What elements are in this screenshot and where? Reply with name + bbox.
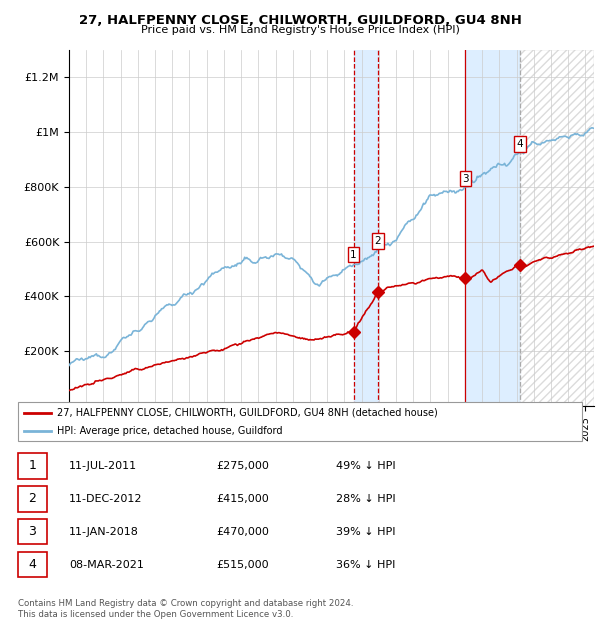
Text: £275,000: £275,000	[216, 461, 269, 471]
Text: 28% ↓ HPI: 28% ↓ HPI	[336, 494, 395, 504]
Text: 3: 3	[462, 174, 469, 184]
Text: £515,000: £515,000	[216, 559, 269, 570]
Text: 2: 2	[28, 492, 37, 505]
Text: £415,000: £415,000	[216, 494, 269, 504]
Text: 36% ↓ HPI: 36% ↓ HPI	[336, 559, 395, 570]
Text: Price paid vs. HM Land Registry's House Price Index (HPI): Price paid vs. HM Land Registry's House …	[140, 25, 460, 35]
Text: 11-JAN-2018: 11-JAN-2018	[69, 526, 139, 537]
Text: £470,000: £470,000	[216, 526, 269, 537]
Text: 4: 4	[28, 558, 37, 571]
Text: 4: 4	[517, 139, 523, 149]
Bar	[520, 50, 594, 406]
Bar	[353, 50, 378, 406]
Text: 27, HALFPENNY CLOSE, CHILWORTH, GUILDFORD, GU4 8NH (detached house): 27, HALFPENNY CLOSE, CHILWORTH, GUILDFOR…	[57, 408, 438, 418]
Text: 27, HALFPENNY CLOSE, CHILWORTH, GUILDFORD, GU4 8NH: 27, HALFPENNY CLOSE, CHILWORTH, GUILDFOR…	[79, 14, 521, 27]
Text: 3: 3	[28, 525, 37, 538]
Text: 08-MAR-2021: 08-MAR-2021	[69, 559, 144, 570]
Text: 1: 1	[350, 250, 357, 260]
Text: 39% ↓ HPI: 39% ↓ HPI	[336, 526, 395, 537]
Text: 49% ↓ HPI: 49% ↓ HPI	[336, 461, 395, 471]
Text: 1: 1	[28, 459, 37, 472]
Bar	[466, 50, 520, 406]
Text: Contains HM Land Registry data © Crown copyright and database right 2024.
This d: Contains HM Land Registry data © Crown c…	[18, 600, 353, 619]
Text: HPI: Average price, detached house, Guildford: HPI: Average price, detached house, Guil…	[57, 426, 283, 436]
Text: 11-JUL-2011: 11-JUL-2011	[69, 461, 137, 471]
Text: 11-DEC-2012: 11-DEC-2012	[69, 494, 143, 504]
Text: 2: 2	[374, 236, 381, 246]
